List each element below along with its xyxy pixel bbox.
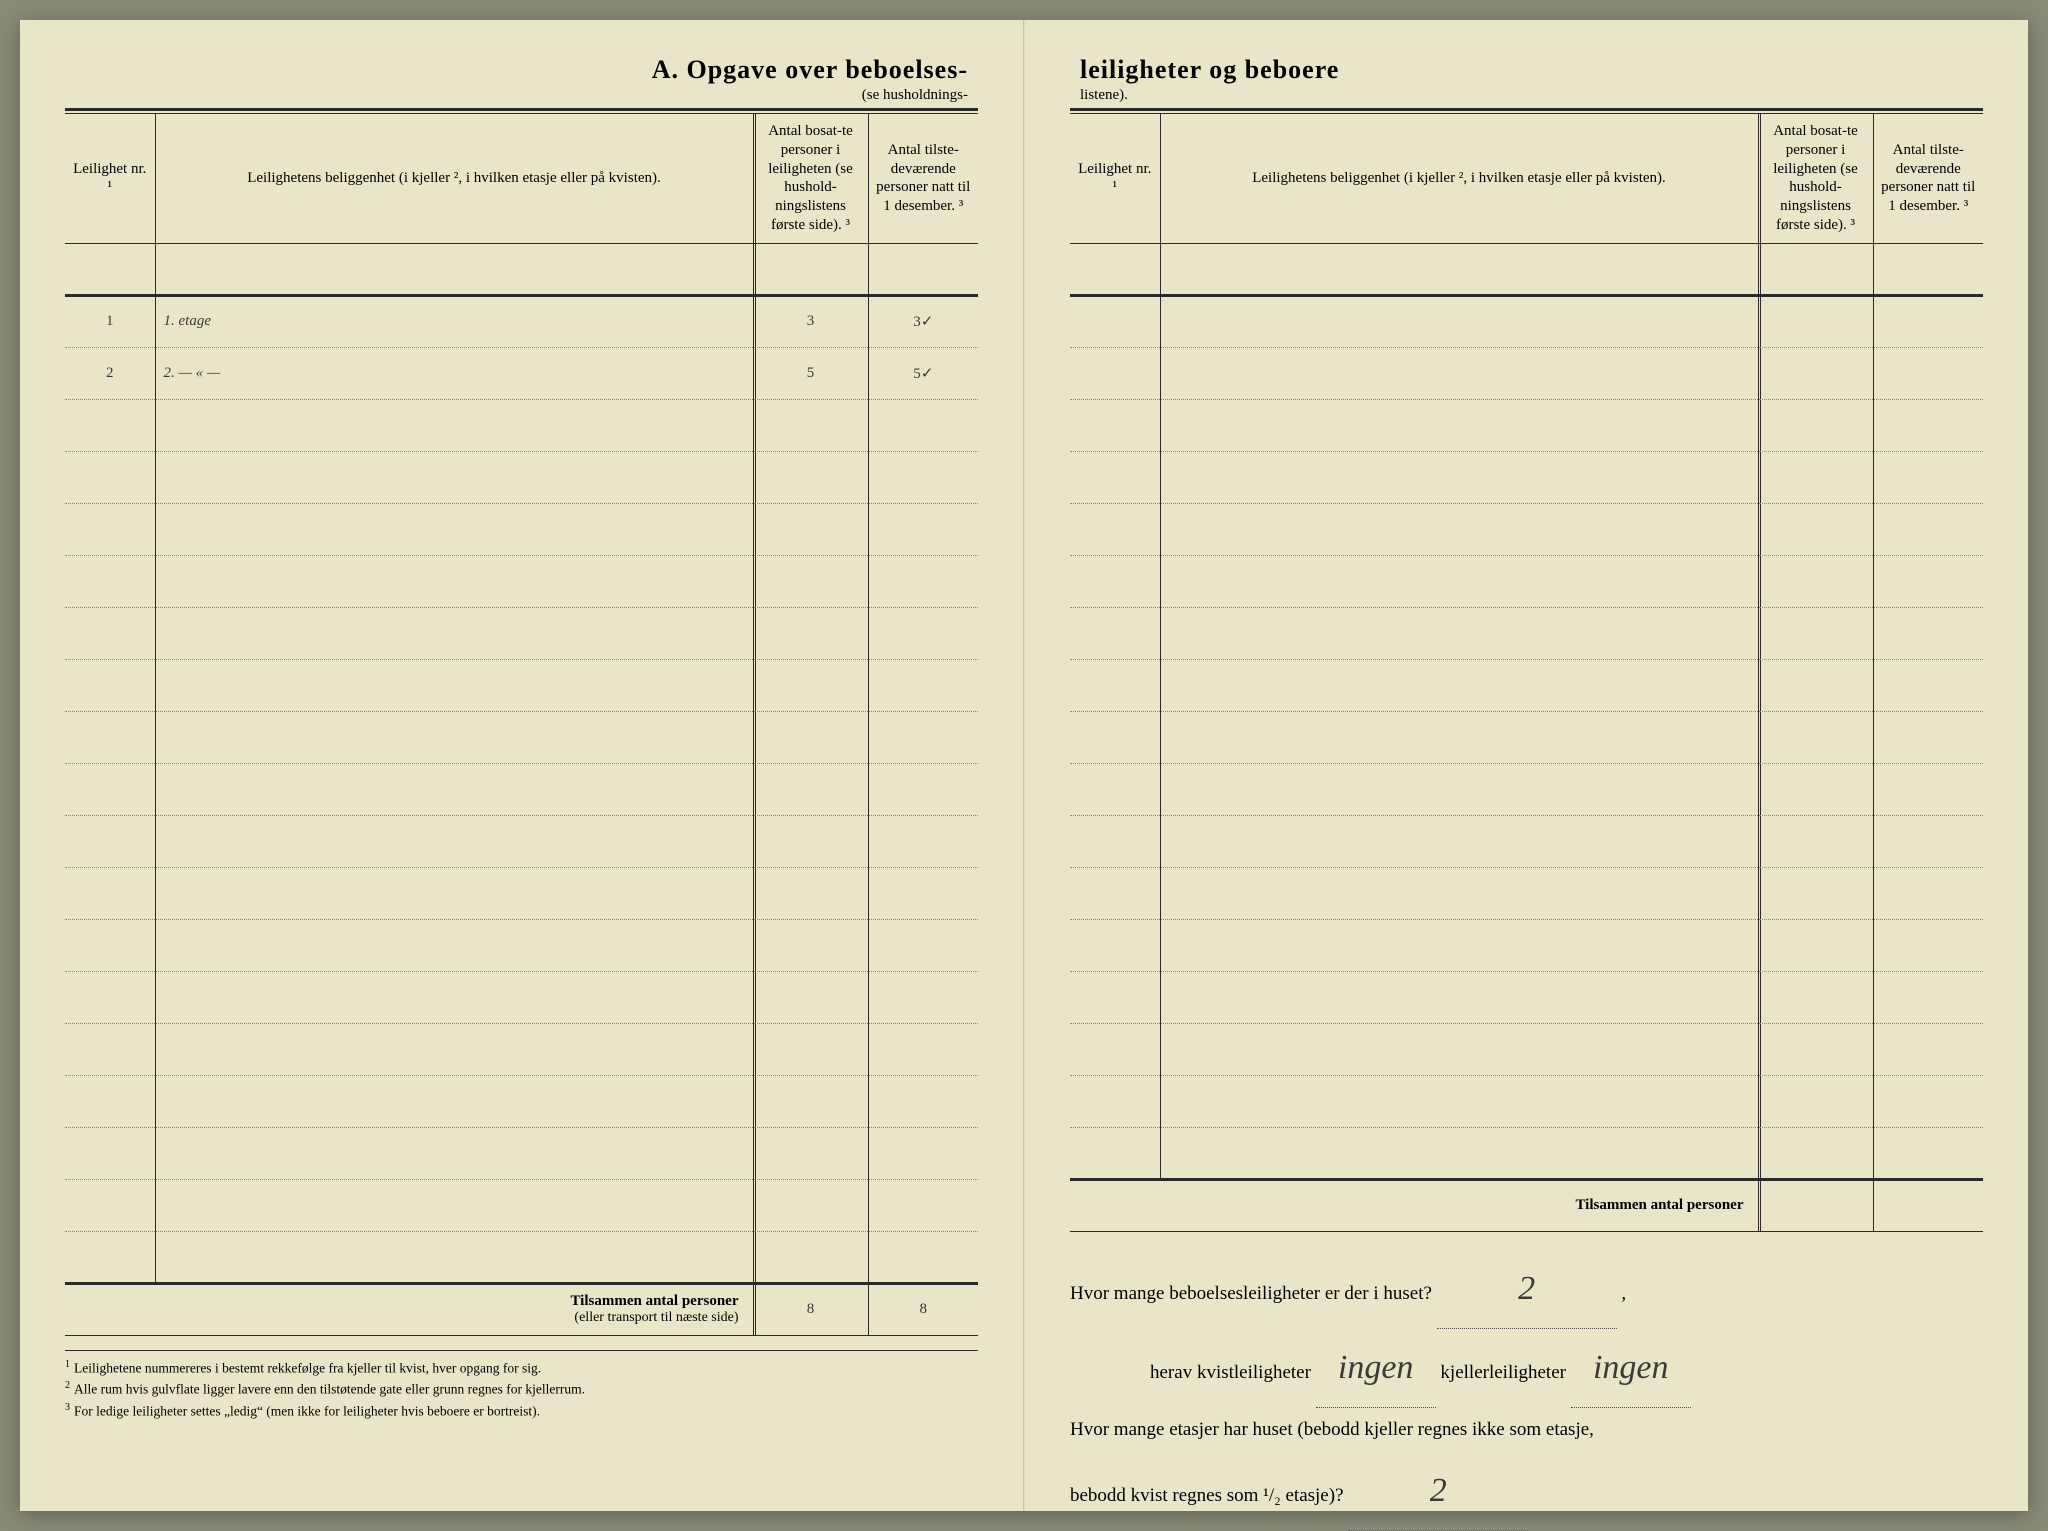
answer-3: 2 xyxy=(1348,1452,1528,1531)
table-row xyxy=(65,1075,978,1127)
footnote-3: 3For ledige leiligheter settes „ledig“ (… xyxy=(65,1400,978,1422)
table-row xyxy=(1070,815,1983,867)
col-header-n2: Antal tilste-deværende personer natt til… xyxy=(868,114,978,243)
cell-nr: 2 xyxy=(65,347,155,399)
table-row: 11. etage33✓ xyxy=(65,295,978,347)
questions-block: Hvor mange beboelsesleiligheter er der i… xyxy=(1070,1250,1983,1531)
ledger-table-left: Leilighet nr. ¹ Leilighetens beliggenhet… xyxy=(65,114,978,1336)
cell-nr: 1 xyxy=(65,295,155,347)
cell-loc: 1. etage xyxy=(155,295,753,347)
table-row xyxy=(65,711,978,763)
total-row-left: Tilsammen antal personer (eller transpor… xyxy=(65,1283,978,1335)
table-row xyxy=(65,815,978,867)
col-header-loc-r: Leilighetens beliggenhet (i kjeller ², i… xyxy=(1160,114,1758,243)
total-n2: 8 xyxy=(868,1283,978,1335)
table-row xyxy=(1070,555,1983,607)
question-2: herav kvistleiligheter ingen kjellerleil… xyxy=(1070,1329,1983,1408)
table-row xyxy=(1070,1127,1983,1179)
table-row xyxy=(65,555,978,607)
table-row xyxy=(65,867,978,919)
total-label: Tilsammen antal personer (eller transpor… xyxy=(65,1283,753,1335)
table-row xyxy=(1070,659,1983,711)
table-row: 22. — « —55✓ xyxy=(65,347,978,399)
answer-1: 2 xyxy=(1437,1250,1617,1329)
total-r-n2 xyxy=(1873,1179,1983,1231)
total-label-r-main: Tilsammen antal personer xyxy=(1575,1197,1743,1213)
table-row xyxy=(1070,763,1983,815)
table-row xyxy=(1070,867,1983,919)
table-row xyxy=(65,919,978,971)
col-header-nr-r: Leilighet nr. ¹ xyxy=(1070,114,1160,243)
right-page: leiligheter og beboere listene). Leiligh… xyxy=(1024,20,2028,1511)
col-header-n2-r: Antal tilste-deværende personer natt til… xyxy=(1873,114,1983,243)
table-row xyxy=(1070,607,1983,659)
col-header-loc: Leilighetens beliggenhet (i kjeller ², i… xyxy=(155,114,753,243)
total-n1: 8 xyxy=(753,1283,868,1335)
table-row xyxy=(1070,399,1983,451)
table-row xyxy=(65,1023,978,1075)
subtitle-right: listene). xyxy=(1080,87,1983,104)
cell-loc: 2. — « — xyxy=(155,347,753,399)
right-header: leiligheter og beboere listene). xyxy=(1070,55,1983,104)
table-row xyxy=(1070,295,1983,347)
total-label-main: Tilsammen antal personer xyxy=(570,1293,738,1309)
footnote-2: 2Alle rum hvis gulvflate ligger lavere e… xyxy=(65,1378,978,1400)
table-row xyxy=(1070,1023,1983,1075)
table-row xyxy=(65,1127,978,1179)
table-row xyxy=(1070,971,1983,1023)
col-header-nr: Leilighet nr. ¹ xyxy=(65,114,155,243)
table-row xyxy=(65,1179,978,1231)
left-header: A. Opgave over beboelses- (se husholdnin… xyxy=(65,55,978,104)
table-row xyxy=(65,971,978,1023)
subtitle-left: (se husholdnings- xyxy=(65,87,968,104)
table-row xyxy=(1070,503,1983,555)
answer-2a: ingen xyxy=(1316,1329,1436,1408)
table-row xyxy=(1070,711,1983,763)
table-row xyxy=(65,763,978,815)
table-row xyxy=(65,1231,978,1283)
question-3b: bebodd kvist regnes som ¹/₂ etasje)? 2 xyxy=(1070,1452,1983,1531)
table-row xyxy=(1070,1075,1983,1127)
document-spread: A. Opgave over beboelses- (se husholdnin… xyxy=(20,20,2028,1511)
col-header-n1: Antal bosat-te personer i leiligheten (s… xyxy=(753,114,868,243)
table-row xyxy=(65,659,978,711)
total-label-r: Tilsammen antal personer xyxy=(1070,1179,1758,1231)
question-1: Hvor mange beboelsesleiligheter er der i… xyxy=(1070,1250,1983,1329)
cell-n1: 5 xyxy=(753,347,868,399)
total-row-right: Tilsammen antal personer xyxy=(1070,1179,1983,1231)
left-page: A. Opgave over beboelses- (se husholdnin… xyxy=(20,20,1024,1511)
table-row xyxy=(65,503,978,555)
table-row xyxy=(1070,347,1983,399)
total-r-n1 xyxy=(1758,1179,1873,1231)
answer-2b: ingen xyxy=(1571,1329,1691,1408)
col-header-n1-r: Antal bosat-te personer i leiligheten (s… xyxy=(1758,114,1873,243)
total-label-sub: (eller transport til næste side) xyxy=(73,1310,739,1326)
question-3: Hvor mange etasjer har huset (bebodd kje… xyxy=(1070,1408,1983,1452)
table-row xyxy=(1070,451,1983,503)
cell-n2: 3✓ xyxy=(868,295,978,347)
table-row xyxy=(65,399,978,451)
cell-n2: 5✓ xyxy=(868,347,978,399)
table-row xyxy=(65,451,978,503)
footnotes: 1Leilighetene nummereres i bestemt rekke… xyxy=(65,1350,978,1422)
ledger-table-right: Leilighet nr. ¹ Leilighetens beliggenhet… xyxy=(1070,114,1983,1232)
title-right: leiligheter og beboere xyxy=(1080,55,1983,85)
title-left: A. Opgave over beboelses- xyxy=(65,55,968,85)
cell-n1: 3 xyxy=(753,295,868,347)
footnote-1: 1Leilighetene nummereres i bestemt rekke… xyxy=(65,1357,978,1379)
table-row xyxy=(1070,919,1983,971)
table-row xyxy=(65,607,978,659)
